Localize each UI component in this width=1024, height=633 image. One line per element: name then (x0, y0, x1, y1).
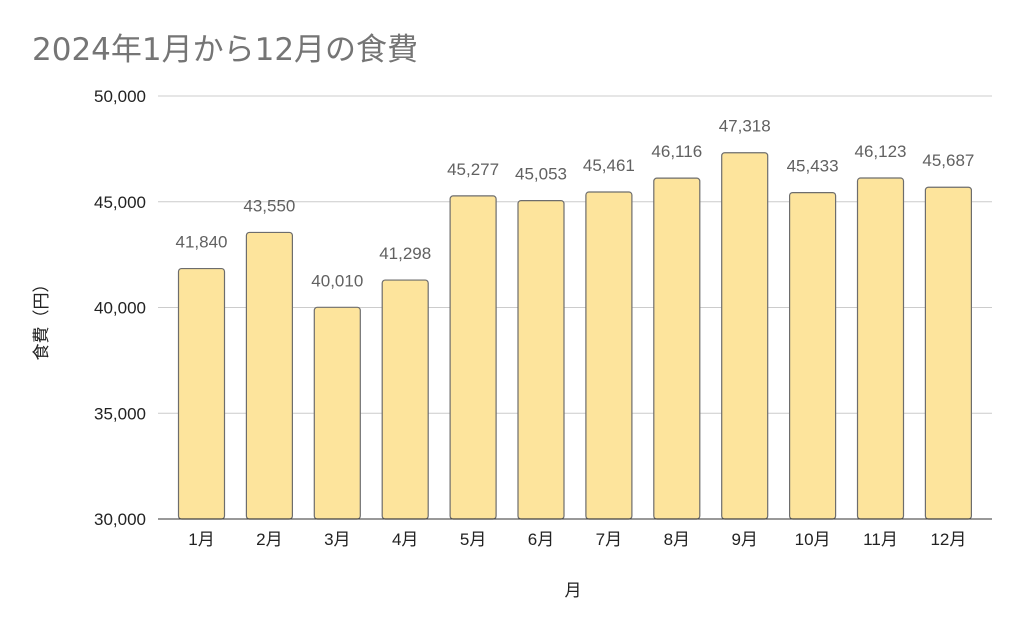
bar (788, 191, 837, 520)
x-tick-label: 11月 (863, 530, 898, 549)
x-axis-tick-labels: 1月 2月 3月 4月 5月 6月 7月 8月 9月 10月 11月 12月 (188, 530, 966, 549)
x-tick-label: 3月 (324, 530, 350, 549)
bar (517, 200, 565, 520)
bar (856, 177, 905, 520)
x-axis-title: 月 (565, 581, 582, 601)
data-label: 43,550 (243, 196, 295, 215)
bar (653, 177, 701, 520)
data-label: 46,116 (651, 142, 702, 161)
data-label: 45,687 (922, 151, 974, 170)
x-tick-label: 5月 (460, 530, 486, 549)
bar (313, 306, 361, 520)
data-label: 41,298 (379, 244, 431, 263)
bar (177, 267, 226, 520)
x-tick-label: 4月 (392, 530, 418, 549)
data-label: 45,433 (787, 157, 839, 176)
bar (721, 152, 769, 520)
y-axis-title: 食費（円） (32, 276, 52, 361)
x-tick-label: 1月 (188, 530, 214, 549)
data-label: 45,053 (515, 165, 567, 184)
chart-title: 2024年1月から12月の食費 (32, 32, 419, 68)
x-tick-label: 9月 (731, 530, 757, 549)
bar (585, 191, 633, 520)
x-tick-label: 8月 (664, 530, 690, 549)
data-label: 47,318 (719, 117, 771, 136)
y-tick-label: 50,000 (94, 87, 146, 106)
data-labels: 41,840 43,550 40,010 41,298 45,277 45,053 45,4… (176, 117, 975, 291)
y-axis-tick-labels: 30,000 35,000 40,000 45,000 50,000 (94, 87, 146, 529)
data-label: 46,123 (855, 142, 907, 161)
data-label: 45,277 (447, 160, 499, 179)
y-tick-label: 30,000 (94, 510, 146, 529)
y-tick-label: 40,000 (94, 299, 146, 318)
bar (245, 231, 293, 520)
y-tick-label: 45,000 (94, 193, 146, 212)
x-tick-label: 10月 (795, 530, 831, 549)
x-tick-label: 12月 (930, 530, 966, 549)
y-tick-label: 35,000 (94, 404, 146, 423)
x-tick-label: 2月 (256, 530, 282, 549)
data-label: 40,010 (311, 271, 363, 290)
bars (177, 152, 973, 520)
x-tick-label: 7月 (596, 530, 622, 549)
data-label: 45,461 (583, 156, 635, 175)
bar (449, 195, 497, 520)
bar (924, 186, 973, 520)
gridlines (158, 95, 992, 414)
data-label: 41,840 (176, 233, 228, 252)
x-tick-label: 6月 (528, 530, 554, 549)
bar (381, 279, 429, 520)
